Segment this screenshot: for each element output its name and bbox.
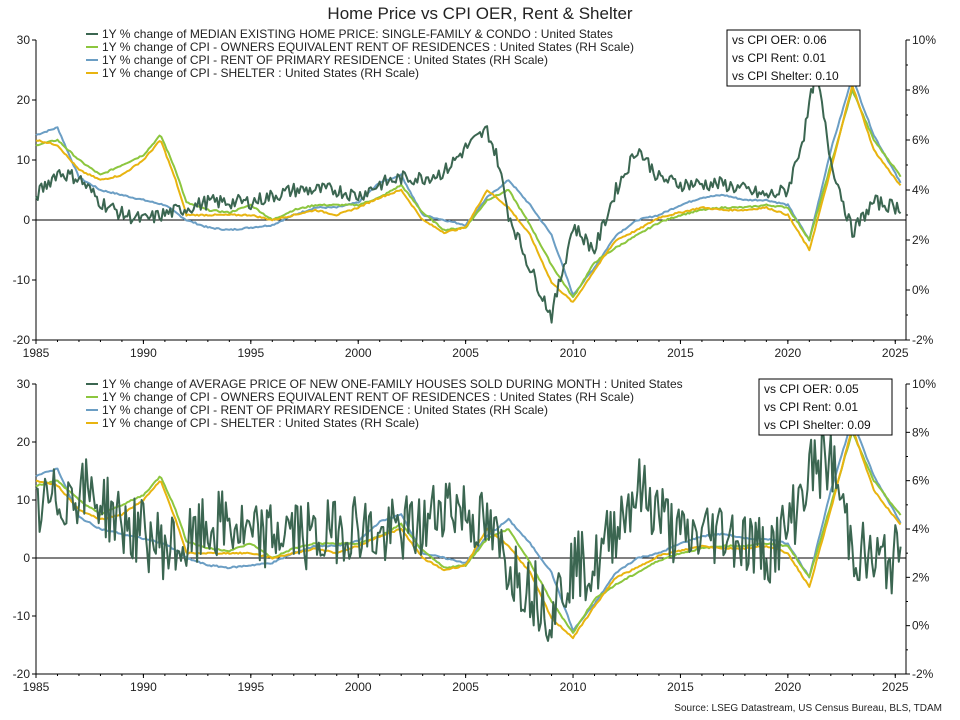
x-tick-label: 2025 bbox=[882, 346, 909, 360]
y-left-tick-label: 0 bbox=[23, 213, 30, 227]
y-right-tick-label: -2% bbox=[912, 667, 934, 681]
correlation-label: vs CPI OER: 0.06 bbox=[732, 33, 827, 47]
x-tick-label: 2010 bbox=[560, 680, 587, 694]
y-left-tick-label: 20 bbox=[17, 435, 31, 449]
y-left-tick-label: -10 bbox=[13, 273, 31, 287]
legend-label: 1Y % change of CPI - SHELTER : United St… bbox=[102, 66, 419, 80]
y-left-tick-label: 10 bbox=[17, 493, 31, 507]
legend-label: 1Y % change of CPI - OWNERS EQUIVALENT R… bbox=[102, 390, 634, 404]
y-right-tick-label: -2% bbox=[912, 333, 934, 347]
correlation-label: vs CPI Rent: 0.01 bbox=[764, 400, 858, 414]
y-left-tick-label: 10 bbox=[17, 153, 31, 167]
y-right-tick-label: 4% bbox=[912, 183, 930, 197]
legend-label: 1Y % change of CPI - OWNERS EQUIVALENT R… bbox=[102, 40, 634, 54]
correlation-box bbox=[726, 29, 861, 87]
series-line-shelter bbox=[35, 84, 902, 303]
x-tick-label: 2000 bbox=[345, 680, 372, 694]
x-tick-label: 1990 bbox=[130, 680, 157, 694]
legend-label: 1Y % change of CPI - SHELTER : United St… bbox=[102, 416, 419, 430]
y-right-tick-label: 10% bbox=[912, 33, 936, 47]
legend-label: 1Y % change of MEDIAN EXISTING HOME PRIC… bbox=[102, 27, 613, 41]
x-tick-label: 2020 bbox=[775, 680, 802, 694]
legend-label: 1Y % change of AVERAGE PRICE OF NEW ONE-… bbox=[102, 377, 683, 391]
x-tick-label: 1995 bbox=[237, 680, 264, 694]
y-left-tick-label: 20 bbox=[17, 93, 31, 107]
series-line-rent bbox=[35, 77, 902, 296]
x-tick-label: 1995 bbox=[237, 346, 264, 360]
x-tick-label: 1985 bbox=[23, 346, 50, 360]
y-right-tick-label: 2% bbox=[912, 233, 930, 247]
source-note: Source: LSEG Datastream, US Census Burea… bbox=[674, 703, 942, 714]
y-left-tick-label: -10 bbox=[13, 609, 31, 623]
x-tick-label: 2005 bbox=[452, 680, 479, 694]
correlation-box bbox=[758, 378, 893, 436]
correlation-label: vs CPI OER: 0.05 bbox=[764, 382, 859, 396]
x-tick-label: 1985 bbox=[23, 680, 50, 694]
y-left-tick-label: -20 bbox=[13, 667, 31, 681]
y-left-tick-label: 30 bbox=[17, 33, 31, 47]
legend-label: 1Y % change of CPI - RENT OF PRIMARY RES… bbox=[102, 403, 548, 417]
y-right-tick-label: 2% bbox=[912, 570, 930, 584]
y-right-tick-label: 8% bbox=[912, 425, 930, 439]
y-right-tick-label: 0% bbox=[912, 619, 930, 633]
x-tick-label: 2020 bbox=[775, 346, 802, 360]
y-right-tick-label: 8% bbox=[912, 83, 930, 97]
x-tick-label: 2000 bbox=[345, 346, 372, 360]
y-right-tick-label: 4% bbox=[912, 522, 930, 536]
series-line-home bbox=[35, 68, 902, 324]
x-tick-label: 1990 bbox=[130, 346, 157, 360]
series-line-shelter bbox=[35, 426, 902, 640]
y-right-tick-label: 6% bbox=[912, 474, 930, 488]
x-tick-label: 2005 bbox=[452, 346, 479, 360]
series-line-home bbox=[35, 429, 902, 642]
x-tick-label: 2015 bbox=[667, 680, 694, 694]
y-left-tick-label: 30 bbox=[17, 377, 31, 391]
correlation-label: vs CPI Shelter: 0.09 bbox=[764, 418, 871, 432]
correlation-label: vs CPI Shelter: 0.10 bbox=[732, 69, 839, 83]
x-tick-label: 2010 bbox=[560, 346, 587, 360]
x-tick-label: 2025 bbox=[882, 680, 909, 694]
y-right-tick-label: 0% bbox=[912, 283, 930, 297]
y-left-tick-label: -20 bbox=[13, 333, 31, 347]
y-right-tick-label: 6% bbox=[912, 133, 930, 147]
correlation-label: vs CPI Rent: 0.01 bbox=[732, 51, 826, 65]
y-left-tick-label: 0 bbox=[23, 551, 30, 565]
x-tick-label: 2015 bbox=[667, 346, 694, 360]
chart-title: Home Price vs CPI OER, Rent & Shelter bbox=[327, 4, 633, 23]
legend-label: 1Y % change of CPI - RENT OF PRIMARY RES… bbox=[102, 53, 548, 67]
y-right-tick-label: 10% bbox=[912, 377, 936, 391]
